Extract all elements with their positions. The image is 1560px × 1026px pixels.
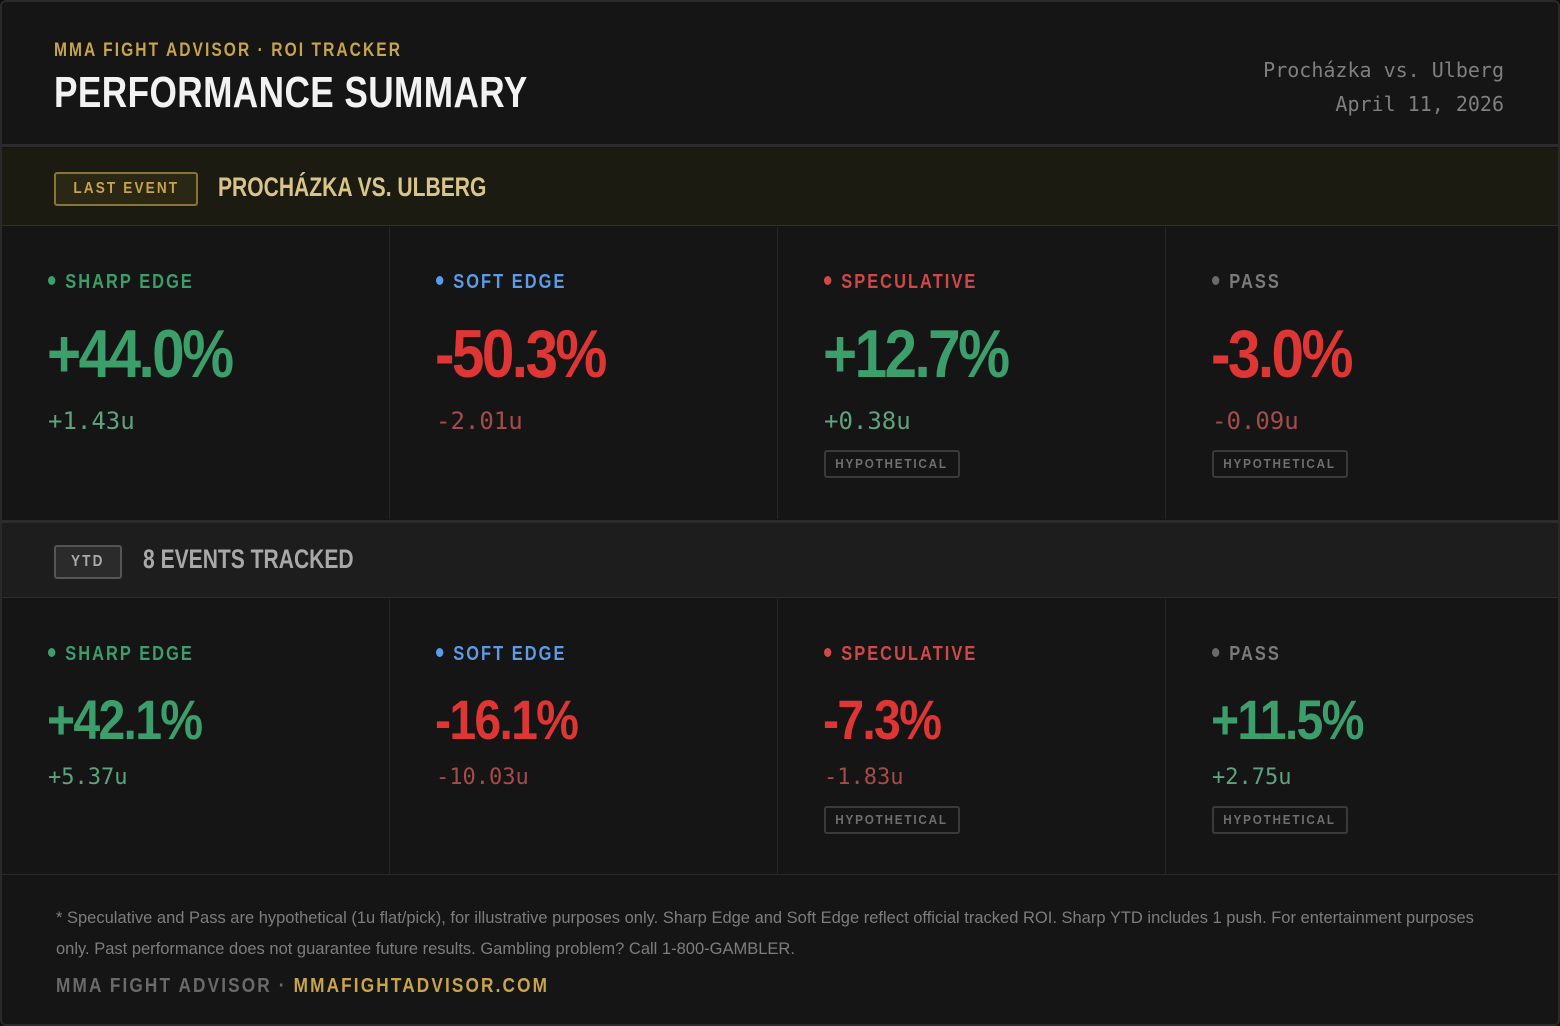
stat-cell-sharp: SHARP EDGE +44.0% +1.43u (2, 227, 390, 519)
category-label: PASS (1212, 643, 1281, 666)
units-value: +2.75u (1212, 765, 1292, 790)
units-value: +5.37u (48, 765, 128, 790)
event-date: April 11, 2026 (1335, 92, 1504, 116)
category-label: SOFT EDGE (436, 643, 566, 666)
page-title: PERFORMANCE SUMMARY (54, 68, 528, 117)
event-info: Procházka vs. Ulberg April 11, 2026 (1263, 53, 1504, 121)
last-event-bar: LAST EVENT PROCHÁZKA VS. ULBERG (2, 148, 1558, 226)
units-value: -0.09u (1212, 407, 1299, 435)
category-label: SHARP EDGE (48, 643, 194, 666)
roi-value: +42.1% (47, 688, 203, 751)
ytd-bar: YTD 8 EVENTS TRACKED (2, 520, 1558, 598)
dot-icon (48, 648, 56, 657)
stat-cell-pass: PASS +11.5% +2.75u HYPOTHETICAL (1166, 599, 1558, 874)
dot-icon (1212, 276, 1220, 285)
footer-brand-name: MMA FIGHT ADVISOR · (56, 975, 287, 997)
stat-cell-speculative: SPECULATIVE +12.7% +0.38u HYPOTHETICAL (778, 227, 1166, 519)
stat-cell-soft: SOFT EDGE -16.1% -10.03u (390, 599, 778, 874)
roi-value: -7.3% (823, 688, 942, 751)
roi-value: +11.5% (1211, 688, 1364, 751)
category-label: SPECULATIVE (824, 271, 977, 294)
units-value: -10.03u (436, 765, 529, 790)
dot-icon (824, 276, 832, 285)
header: MMA FIGHT ADVISOR · ROI TRACKER PERFORMA… (2, 2, 1558, 147)
event-name: Procházka vs. Ulberg (1263, 58, 1504, 82)
roi-value: +12.7% (823, 316, 1010, 392)
stat-cell-soft: SOFT EDGE -50.3% -2.01u (390, 227, 778, 519)
ytd-grid: SHARP EDGE +42.1% +5.37u SOFT EDGE -16.1… (2, 599, 1558, 875)
roi-value: -50.3% (435, 316, 607, 392)
hypothetical-badge: HYPOTHETICAL (1212, 450, 1348, 478)
category-label: PASS (1212, 271, 1281, 294)
category-label: SOFT EDGE (436, 271, 566, 294)
units-value: -2.01u (436, 407, 523, 435)
footer-site-link[interactable]: MMAFIGHTADVISOR.COM (293, 975, 550, 997)
last-event-grid: SHARP EDGE +44.0% +1.43u SOFT EDGE -50.3… (2, 227, 1558, 519)
dot-icon (48, 276, 56, 285)
last-event-label: PROCHÁZKA VS. ULBERG (218, 172, 487, 202)
dot-icon (1212, 648, 1220, 657)
dot-icon (824, 648, 832, 657)
ytd-tag: YTD (54, 545, 122, 579)
category-label: SHARP EDGE (48, 271, 194, 294)
dot-icon (436, 276, 444, 285)
hypothetical-badge: HYPOTHETICAL (1212, 806, 1348, 834)
roi-value: +44.0% (47, 316, 234, 392)
hypothetical-badge: HYPOTHETICAL (824, 806, 960, 834)
category-label: SPECULATIVE (824, 643, 977, 666)
dot-icon (436, 648, 444, 657)
stat-cell-speculative: SPECULATIVE -7.3% -1.83u HYPOTHETICAL (778, 599, 1166, 874)
roi-value: -3.0% (1211, 316, 1353, 392)
disclaimer: * Speculative and Pass are hypothetical … (56, 909, 1474, 958)
units-value: -1.83u (824, 765, 904, 790)
roi-value: -16.1% (435, 688, 579, 751)
kicker: MMA FIGHT ADVISOR · ROI TRACKER (54, 40, 403, 61)
units-value: +0.38u (824, 407, 911, 435)
units-value: +1.43u (48, 407, 135, 435)
stat-cell-pass: PASS -3.0% -0.09u HYPOTHETICAL (1166, 227, 1558, 519)
ytd-label: 8 EVENTS TRACKED (143, 544, 354, 574)
last-event-tag: LAST EVENT (54, 172, 198, 206)
footer-brand: MMA FIGHT ADVISOR · MMAFIGHTADVISOR.COM (56, 975, 549, 998)
hypothetical-badge: HYPOTHETICAL (824, 450, 960, 478)
stat-cell-sharp: SHARP EDGE +42.1% +5.37u (2, 599, 390, 874)
